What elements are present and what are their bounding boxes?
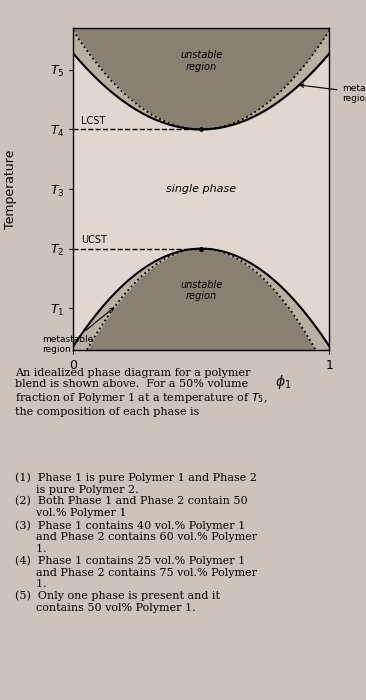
- Text: UCST: UCST: [81, 235, 107, 245]
- Text: An idealized phase diagram for a polymer
blend is shown above.  For a 50% volume: An idealized phase diagram for a polymer…: [15, 368, 267, 416]
- Text: metastable
region: metastable region: [300, 84, 366, 104]
- Text: LCST: LCST: [81, 116, 105, 126]
- Text: Temperature: Temperature: [4, 149, 18, 229]
- Text: unstable
region: unstable region: [180, 50, 223, 71]
- Text: unstable
region: unstable region: [180, 279, 223, 301]
- Text: (1)  Phase 1 is pure Polymer 1 and Phase 2
      is pure Polymer 2.
(2)  Both Ph: (1) Phase 1 is pure Polymer 1 and Phase …: [15, 473, 257, 613]
- Text: single phase: single phase: [166, 184, 236, 194]
- X-axis label: $\phi_1$: $\phi_1$: [275, 372, 291, 391]
- Text: metastable
region: metastable region: [42, 308, 113, 354]
